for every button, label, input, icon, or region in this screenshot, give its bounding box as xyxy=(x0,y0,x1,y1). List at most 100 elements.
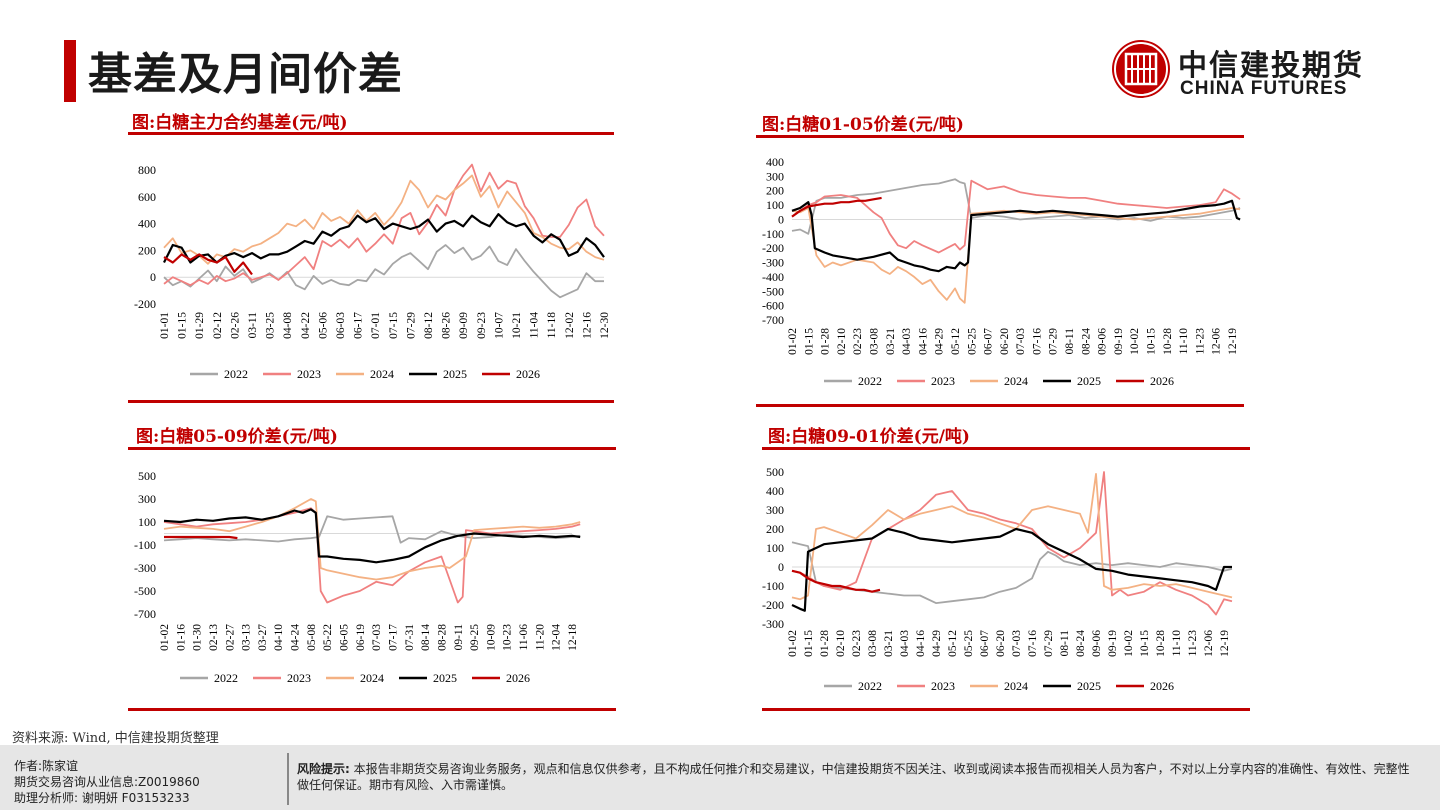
x-tick-label: 07-16 xyxy=(1031,328,1043,355)
x-tick-label: 03-08 xyxy=(867,630,879,657)
x-tick-label: 01-16 xyxy=(175,624,187,651)
x-tick-label: 05-06 xyxy=(317,312,329,339)
x-tick-label: 06-19 xyxy=(355,624,367,651)
author-info: 作者:陈家谊 期货交易咨询从业信息:Z0019860 助理分析师: 谢明妍 F0… xyxy=(14,758,200,806)
x-tick-label: 04-10 xyxy=(273,624,285,651)
series-line-2024 xyxy=(163,174,605,265)
x-tick-label: 07-15 xyxy=(388,312,400,339)
x-tick-label: 05-22 xyxy=(322,624,334,651)
y-tick-label: -500 xyxy=(762,284,784,298)
y-tick-label: 100 xyxy=(766,198,784,212)
x-tick-label: 05-08 xyxy=(306,624,318,651)
y-tick-label: 400 xyxy=(766,484,784,498)
chart-title: 图:白糖01-05价差(元/吨) xyxy=(762,115,964,135)
chart-panel-spread-09-01: 图:白糖09-01价差(元/吨) -300 -200 -100 0 100 200 300 4… xyxy=(762,422,1252,717)
risk-label: 风险提示: xyxy=(297,762,350,776)
y-tick-label: -100 xyxy=(762,579,784,593)
y-tick-label: -300 xyxy=(762,617,784,631)
x-tick-label: 02-26 xyxy=(229,312,241,339)
legend-label-2022: 2022 xyxy=(858,679,882,693)
x-tick-label: 10-02 xyxy=(1129,328,1141,355)
x-tick-label: 01-28 xyxy=(819,630,831,657)
x-tick-label: 04-16 xyxy=(915,630,927,657)
x-tick-label: 07-31 xyxy=(404,624,416,651)
y-tick-label: -300 xyxy=(134,561,156,575)
x-tick-label: 04-03 xyxy=(899,630,911,657)
x-tick-label: 11-23 xyxy=(1187,630,1199,657)
x-tick-label: 01-29 xyxy=(194,312,206,339)
chart-bottom-rule xyxy=(762,708,1250,711)
legend-label-2026: 2026 xyxy=(1150,374,1174,388)
chart-spread-09-01-svg: -300 -200 -100 0 100 200 300 400 500 01-02 01-15 01… xyxy=(762,465,1233,693)
y-tick-label: 500 xyxy=(766,465,784,479)
x-tick-label: 10-02 xyxy=(1123,630,1135,657)
x-tick-label: 07-29 xyxy=(1048,328,1060,355)
legend-label-2024: 2024 xyxy=(1004,679,1028,693)
y-tick-label: -500 xyxy=(134,584,156,598)
y-tick-label: 200 xyxy=(766,522,784,536)
series-line-2025 xyxy=(791,527,1232,612)
y-tick-label: 400 xyxy=(138,217,156,231)
page-title: 基差及月间价差 xyxy=(88,49,403,100)
risk-text: 本报告非期货交易咨询业务服务，观点和信息仅供参考，且不构成任何推介和交易建议，中… xyxy=(297,762,1410,792)
y-tick-label: 600 xyxy=(138,190,156,204)
chart-bottom-rule xyxy=(128,400,614,403)
y-tick-label: 100 xyxy=(766,541,784,555)
x-tick-label: 11-23 xyxy=(1194,328,1206,355)
chart-title: 图:白糖05-09价差(元/吨) xyxy=(136,427,338,447)
legend-label-2023: 2023 xyxy=(297,367,321,381)
x-tick-label: 12-19 xyxy=(1227,328,1239,355)
y-tick-label: -100 xyxy=(762,227,784,241)
x-tick-label: 10-07 xyxy=(493,312,505,339)
x-tick-label: 05-12 xyxy=(950,328,962,355)
x-tick-label: 12-18 xyxy=(567,624,579,651)
y-tick-label: -600 xyxy=(762,299,784,313)
legend-label-2026: 2026 xyxy=(516,367,540,381)
series-line-2022 xyxy=(163,244,604,299)
x-tick-label: 03-27 xyxy=(257,624,269,651)
x-tick-label: 07-01 xyxy=(370,312,382,339)
chart-title-underline xyxy=(128,132,614,135)
x-tick-label: 04-08 xyxy=(282,312,294,339)
chart-basis-svg: -200 0 200 400 600 800 01-01 01-15 01-29 02-12 02-… xyxy=(134,163,611,381)
x-tick-label: 01-02 xyxy=(787,328,799,355)
x-tick-label: 03-13 xyxy=(241,624,253,651)
x-tick-label: 06-03 xyxy=(335,312,347,339)
chart-panel-basis: 图:白糖主力合约基差(元/吨) -200 0 200 400 600 800 01-01 01… xyxy=(128,108,618,408)
x-tick-label: 06-05 xyxy=(339,624,351,651)
series-line-2026 xyxy=(164,535,238,540)
x-tick-label: 08-14 xyxy=(420,624,432,651)
x-tick-label: 02-10 xyxy=(836,328,848,355)
x-tick-label: 07-17 xyxy=(387,624,399,651)
legend-label-2025: 2025 xyxy=(1077,374,1101,388)
logo-english-name: CHINA FUTURES xyxy=(1180,78,1348,99)
x-tick-label: 04-03 xyxy=(901,328,913,355)
risk-disclaimer: 风险提示: 本报告非期货交易咨询业务服务，观点和信息仅供参考，且不构成任何推介和… xyxy=(297,761,1417,793)
x-tick-label: 10-21 xyxy=(511,312,523,339)
x-tick-label: 11-18 xyxy=(546,312,558,339)
x-tick-label: 07-16 xyxy=(1027,630,1039,657)
x-tick-label: 06-20 xyxy=(999,328,1011,355)
y-tick-label: -300 xyxy=(762,256,784,270)
x-tick-label: 04-29 xyxy=(934,328,946,355)
chart-title: 图:白糖主力合约基差(元/吨) xyxy=(132,113,348,133)
y-tick-label: -700 xyxy=(762,313,784,327)
x-tick-label: 12-04 xyxy=(551,624,563,651)
y-tick-label: -400 xyxy=(762,270,784,284)
legend-label-2023: 2023 xyxy=(287,671,311,685)
x-tick-label: 05-25 xyxy=(966,328,978,355)
legend-label-2022: 2022 xyxy=(224,367,248,381)
chart-spread-05-09-svg: -700 -500 -300 -100 100 300 500 01-02 01-16 01-30… xyxy=(134,469,581,685)
y-tick-label: 300 xyxy=(766,169,784,183)
x-tick-label: 06-17 xyxy=(353,312,365,339)
y-tick-label: 0 xyxy=(778,212,784,226)
legend-label-2026: 2026 xyxy=(506,671,530,685)
x-tick-label: 03-21 xyxy=(883,630,895,657)
legend-label-2025: 2025 xyxy=(1077,679,1101,693)
x-tick-label: 08-26 xyxy=(441,312,453,339)
x-tick-label: 09-25 xyxy=(469,624,481,651)
y-tick-label: 300 xyxy=(138,492,156,506)
x-tick-label: 01-01 xyxy=(159,312,171,339)
y-tick-label: 200 xyxy=(138,243,156,257)
chart-panel-spread-01-05: 图:白糖01-05价差(元/吨) -700 -600 -500 -400 -300 -20… xyxy=(756,110,1246,410)
